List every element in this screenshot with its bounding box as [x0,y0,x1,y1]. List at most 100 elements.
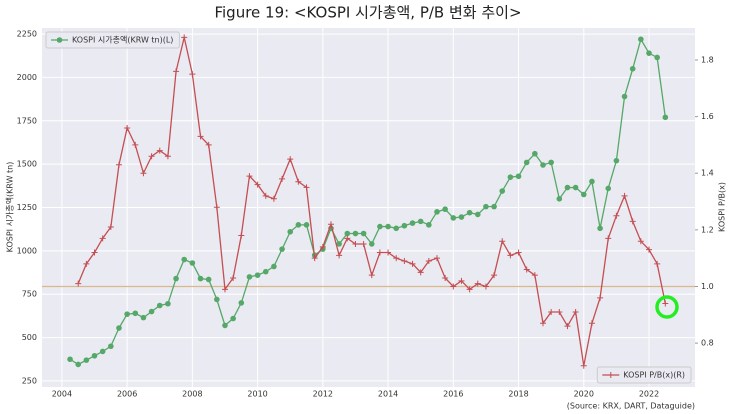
data-point [515,173,522,180]
data-point [597,225,603,232]
data-point [165,300,171,307]
legend: KOSPI 시가총액(KRW tn)(L) [45,31,180,49]
legend-box [45,31,180,49]
data-point [287,156,294,163]
legend-label: KOSPI 시가총액(KRW tn)(L) [72,35,173,45]
data-point [532,150,538,157]
data-point [523,159,530,166]
data-point [409,220,416,226]
data-point [662,114,669,121]
data-point [605,235,612,242]
data-point [140,170,147,177]
y-tick-label: 2000 [17,73,37,82]
data-point [181,34,188,41]
data-point [352,241,359,248]
data-point [327,221,334,228]
data-point [458,214,465,220]
data-point [205,141,212,148]
y2-tick-label: 1.0 [701,282,714,291]
data-point [124,311,130,317]
x-tick-label: 2006 [117,390,137,399]
data-point [654,260,661,267]
data-point [303,184,310,191]
data-point [458,277,465,284]
data-point [344,235,351,242]
legend: KOSPI P/B(x)(R) [596,366,692,384]
y-tick-label: 1500 [17,160,37,169]
data-point [279,246,285,252]
data-point [540,320,547,327]
data-point [588,320,595,327]
data-point [572,184,579,191]
data-point [613,212,620,219]
data-point [262,192,269,199]
data-point [336,241,342,247]
data-point [450,283,457,290]
data-point [230,274,237,281]
data-point [564,323,571,330]
data-point [238,232,245,239]
y-tick-label: 750 [22,290,37,299]
chart-title: Figure 19: <KOSPI 시가총액, P/B 변화 추이> [214,4,521,22]
data-point [442,206,448,213]
data-point [352,230,359,237]
data-point [556,196,563,202]
y2-axis-label: KOSPI P/B(x) [718,182,727,232]
data-point [531,272,538,279]
data-point [491,272,498,279]
data-point [156,302,163,309]
data-point [197,133,204,140]
data-point [483,203,489,210]
y-tick-label: 1000 [17,246,37,255]
data-point [287,228,294,235]
data-point [116,325,122,331]
data-point [67,356,73,363]
data-point [605,185,612,192]
data-point [556,308,563,315]
x-tick-label: 2008 [182,390,202,399]
data-point [238,300,245,306]
x-tick-label: 2020 [574,390,594,399]
data-point [99,348,106,355]
data-point [646,246,653,253]
data-point [148,308,155,315]
data-point [638,36,644,43]
data-point [181,256,188,263]
data-point [173,275,179,282]
x-tick-label: 2010 [247,390,267,399]
y2-tick-label: 1.6 [701,112,714,121]
data-point [434,209,440,215]
data-point [270,195,277,202]
data-point [589,178,595,185]
data-point [115,161,122,168]
data-point [107,224,114,231]
data-point [482,283,489,290]
data-point [140,314,147,321]
x-tick-label: 2014 [378,390,398,399]
data-point [393,225,400,232]
data-point [336,252,343,259]
data-point [303,222,310,228]
data-point [189,71,196,78]
data-point [433,255,440,262]
data-point [205,276,212,283]
data-point [368,272,375,279]
data-point [629,218,636,225]
data-point [368,241,375,247]
data-point [621,93,628,100]
data-point [662,300,669,307]
data-point [629,65,636,72]
data-point [515,249,522,256]
data-point [83,260,90,267]
data-point [548,159,554,166]
data-point [214,296,220,303]
data-point [75,280,82,287]
x-tick-label: 2022 [639,390,659,399]
x-tick-label: 2004 [52,390,72,399]
data-point [564,184,571,191]
y-tick-label: 250 [22,376,37,385]
data-point [132,141,139,148]
legend-marker [56,37,63,43]
data-point [474,280,481,287]
y-tick-label: 500 [22,333,37,342]
